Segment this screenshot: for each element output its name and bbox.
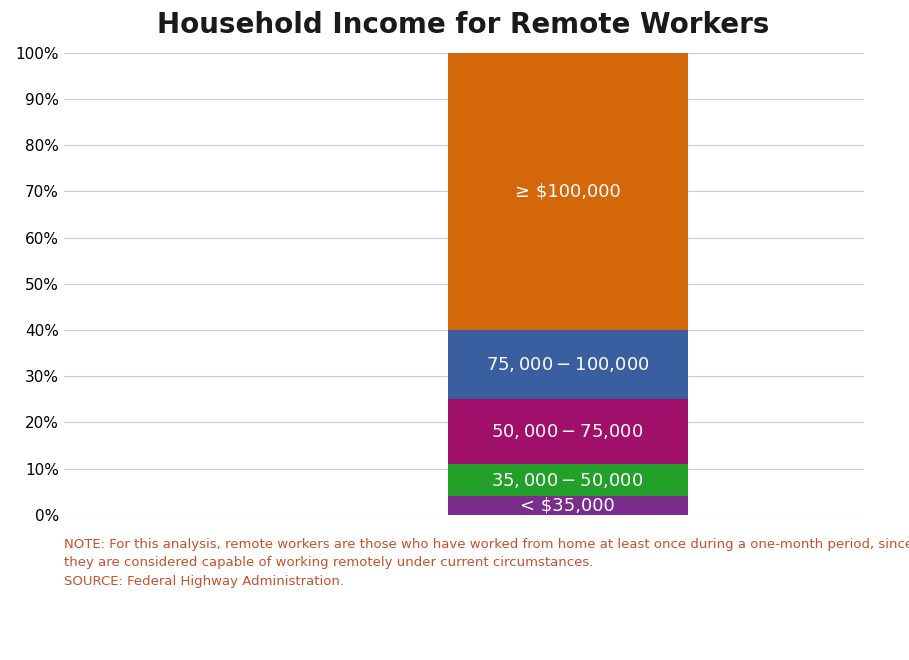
Bar	[447, 496, 687, 515]
Text: $35,000-$50,000: $35,000-$50,000	[492, 471, 644, 490]
Bar	[447, 399, 687, 464]
Bar	[447, 330, 687, 399]
Bar	[447, 464, 687, 496]
Bar	[447, 53, 687, 330]
Text: $75,000-$100,000: $75,000-$100,000	[485, 355, 649, 374]
Title: Household Income for Remote Workers: Household Income for Remote Workers	[157, 11, 770, 40]
Text: $50,000-$75,000: $50,000-$75,000	[492, 422, 644, 441]
Text: ≥ $100,000: ≥ $100,000	[514, 182, 621, 201]
Text: < $35,000: < $35,000	[520, 496, 615, 515]
Text: Federal Reserve Bank of St. Louis: Federal Reserve Bank of St. Louis	[23, 635, 285, 649]
Text: NOTE: For this analysis, remote workers are those who have worked from home at l: NOTE: For this analysis, remote workers …	[64, 538, 909, 588]
